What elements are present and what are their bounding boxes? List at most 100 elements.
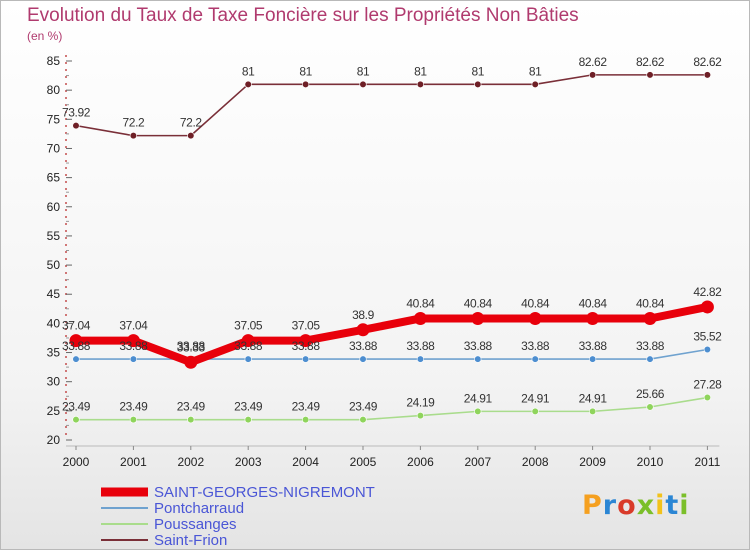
data-label: 81 [414,64,427,78]
series-point [244,355,252,363]
x-tick-label: 2002 [177,455,204,469]
data-label: 81 [357,64,370,78]
logo-letter: r [602,490,618,521]
data-label: 24.91 [521,391,550,405]
y-tick-label: 30 [47,375,61,389]
data-label: 40.84 [521,296,550,310]
series-point [703,393,712,402]
series-point [588,355,597,363]
y-tick-label: 35 [47,346,61,360]
x-tick-label: 2010 [637,455,664,469]
data-label: 23.49 [119,400,148,414]
series-point [703,345,712,354]
y-tick-label: 65 [47,171,61,185]
y-tick-label: 55 [47,229,61,243]
series-point [72,122,80,130]
logo-letter: i [679,490,690,521]
data-label: 72.2 [123,116,145,130]
x-tick-label: 2005 [350,455,377,469]
series-point [646,355,654,363]
series-line [76,396,708,421]
x-tick-label: 2007 [464,455,491,469]
y-tick-label: 70 [47,141,61,155]
logo-letter: P [582,490,603,521]
x-tick-label: 2008 [522,455,549,469]
y-tick-label: 80 [47,83,61,97]
series-point [474,407,482,415]
data-label: 24.91 [579,391,608,405]
y-axis-unit-label: (en %) [27,29,63,43]
series-point [646,403,654,411]
series-point [531,355,539,363]
chart-series [69,71,714,424]
legend-label: SAINT-GEORGES-NIGREMONT [154,484,375,501]
data-label: 37.04 [119,319,148,333]
series-point [474,355,482,363]
data-label: 33.88 [406,339,435,353]
series-point [299,334,313,348]
series-point [359,416,367,424]
data-label: 33.88 [234,339,263,353]
series-point [700,300,714,314]
x-tick-label: 2006 [407,455,434,469]
logo-letter: x [636,490,656,521]
logo-letter: t [665,490,680,521]
series-point [302,80,310,88]
data-label: 82.62 [693,55,722,69]
series-point [588,407,597,415]
series-line [76,303,709,367]
data-label: 23.49 [234,400,263,414]
data-label: 42.82 [693,285,722,299]
data-label: 33.88 [119,339,148,353]
series-point [129,416,137,424]
data-label: 33.88 [579,339,608,353]
data-label: 37.05 [234,319,263,333]
data-label: 24.19 [406,396,435,410]
data-label: 40.84 [406,296,435,310]
data-label: 82.62 [636,55,665,69]
x-tick-label: 2003 [235,455,262,469]
series-point [646,71,654,79]
data-label: 40.84 [579,296,608,310]
series-point [72,416,80,424]
y-tick-label: 50 [47,258,61,272]
series-point [359,80,367,88]
series-point [413,311,427,325]
chart-title: Evolution du Taux de Taxe Foncière sur l… [27,5,579,26]
series-point [471,311,485,325]
series-point [184,355,198,369]
series-point [129,355,137,363]
series-point [69,334,83,348]
data-label: 33.88 [177,339,206,353]
data-label: 33.88 [62,339,91,353]
data-label: 81 [299,64,312,78]
series-point [126,334,140,348]
data-label: 33.88 [521,339,550,353]
data-label: 35.52 [693,330,722,344]
logo-letter: i [655,490,666,521]
y-tick-label: 75 [47,112,61,126]
series-point [531,407,539,415]
series-point [531,80,539,88]
data-label: 33.33 [177,340,206,354]
x-tick-label: 2000 [63,455,90,469]
series-point [356,323,370,337]
chart-data-labels: 37.04 37.04 33.33 37.05 37.05 38.9 40.84 40.84 4… [62,55,723,414]
series-point [302,416,310,424]
data-label: 82.62 [579,55,608,69]
data-label: 33.88 [292,339,321,353]
data-label: 27.28 [693,378,722,392]
series-point [643,311,657,325]
y-tick-label: 40 [47,316,61,330]
proxiti-logo: Proxiti [582,490,690,521]
data-label: 24.91 [464,391,493,405]
y-tick-label: 20 [47,433,61,447]
logo-letter: o [617,490,637,521]
data-label: 33.88 [636,339,665,353]
data-label: 33.88 [349,339,378,353]
x-tick-label: 2001 [120,455,147,469]
series-line [75,74,708,137]
series-point [586,311,600,325]
series-point [416,411,425,420]
series-point [72,355,80,363]
